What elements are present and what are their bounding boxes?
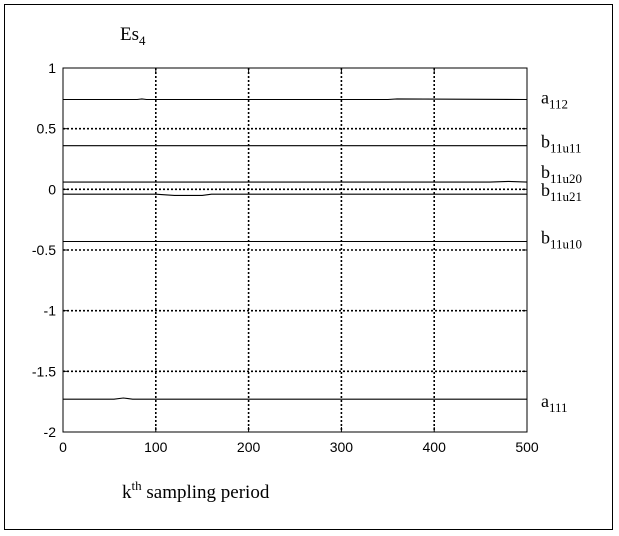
series-label-b11u20: b11u20 (541, 162, 582, 186)
chart-title: Es4 (120, 24, 146, 48)
series-label-a111: a111 (541, 391, 568, 415)
x-tick-label: 300 (330, 439, 354, 455)
series-line-b11u21 (63, 193, 527, 196)
x-axis-label-superscript: th (132, 478, 143, 493)
series-line-b11u20 (63, 180, 528, 183)
x-axis-label-rest: sampling period (142, 482, 270, 503)
x-tick-label: 400 (423, 439, 447, 455)
y-tick-label: 1 (48, 60, 56, 76)
y-tick-label: -2 (44, 424, 57, 440)
x-tick-label: 200 (237, 439, 261, 455)
y-tick-label: -0.5 (32, 242, 56, 258)
x-tick-label: 500 (515, 439, 539, 455)
grid-lines (63, 68, 527, 432)
x-axis-label-main: k (122, 482, 132, 503)
chart-title-main: Es (120, 24, 139, 45)
y-tick-label: -1 (44, 303, 57, 319)
y-tick-label: -1.5 (32, 363, 56, 379)
axis-ticks: 0 100 200 300 400 500 -2 -1.5 -1 -0.5 0 0.5 1 (32, 60, 539, 455)
x-axis-label: kth sampling period (122, 478, 270, 503)
series-line-a111 (63, 397, 527, 400)
series-label-a112: a112 (541, 88, 568, 112)
series-label-b11u10: b11u10 (541, 228, 582, 252)
series-line-a112 (63, 98, 528, 101)
x-tick-label: 0 (59, 439, 67, 455)
y-tick-label: 0.5 (37, 121, 57, 137)
series-label-b11u21: b11u21 (541, 180, 582, 204)
chart-title-subscript: 4 (139, 33, 146, 48)
x-tick-label: 100 (144, 439, 168, 455)
series-label-b11u11: b11u11 (541, 132, 582, 156)
figure-frame (4, 4, 613, 530)
y-tick-label: 0 (48, 181, 56, 197)
